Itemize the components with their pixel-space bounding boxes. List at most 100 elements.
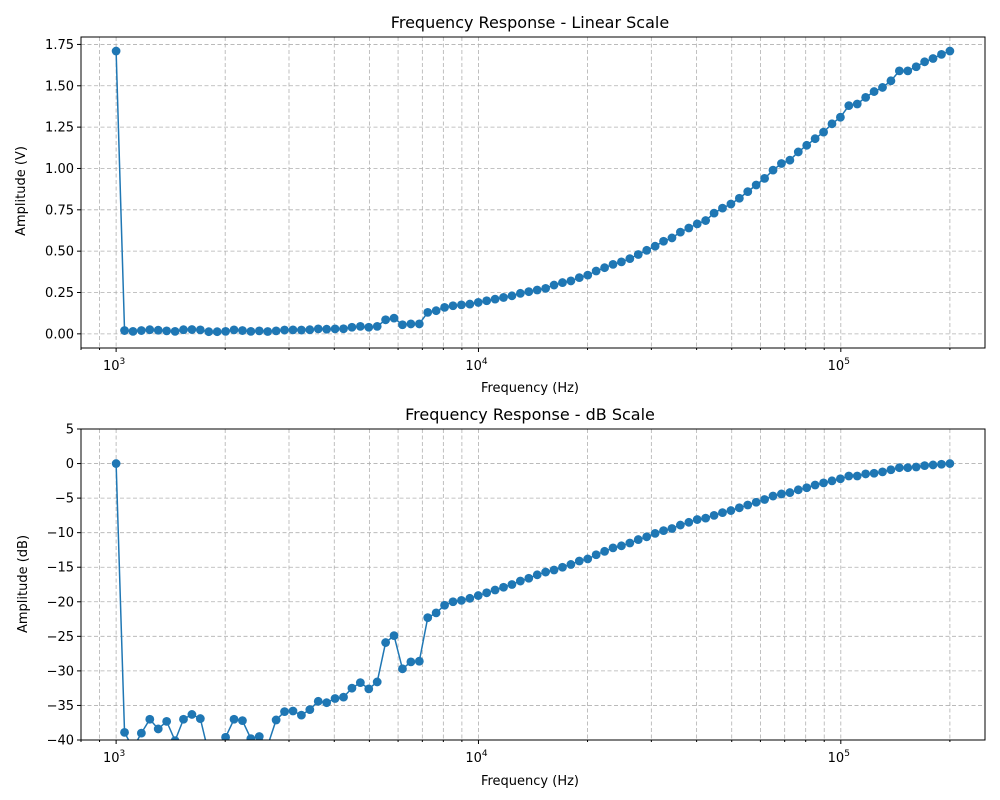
data-point: [372, 677, 382, 687]
data-point: [473, 298, 483, 307]
data-point: [507, 580, 517, 589]
data-point: [381, 315, 391, 325]
data-point: [768, 491, 778, 501]
data-point: [440, 600, 449, 610]
y-tick-label: 0: [66, 457, 74, 472]
data-point: [920, 461, 930, 471]
data-point: [642, 532, 652, 542]
data-point: [246, 326, 256, 336]
data-point: [162, 716, 172, 726]
data-point: [600, 546, 609, 556]
data-point: [827, 119, 837, 129]
data-point: [120, 326, 129, 335]
data-point: [709, 510, 719, 520]
data-point: [136, 326, 146, 335]
data-point: [271, 715, 281, 725]
data-point: [246, 734, 256, 740]
data-point: [751, 180, 761, 190]
data-point: [617, 541, 626, 551]
data-point: [129, 744, 138, 753]
data-point: [566, 560, 576, 569]
data-point: [659, 236, 668, 246]
data-point: [734, 193, 744, 203]
data-point: [195, 325, 205, 335]
data-point: [574, 556, 584, 566]
data-point: [549, 565, 559, 575]
data-point: [852, 471, 862, 481]
data-point: [457, 596, 466, 605]
data-point: [297, 710, 306, 720]
data-point: [625, 538, 635, 548]
data-point: [406, 657, 416, 667]
data-point: [313, 324, 323, 334]
data-point: [591, 266, 601, 276]
data-point: [254, 326, 264, 336]
data-point: [541, 567, 551, 577]
y-tick-label: 1.00: [45, 162, 74, 177]
data-point: [347, 322, 357, 332]
data-point: [810, 134, 820, 144]
data-point: [558, 562, 567, 572]
data-point: [911, 62, 921, 72]
y-tick-label: −10: [47, 526, 74, 541]
data-point: [414, 656, 424, 666]
data-point: [153, 325, 163, 335]
data-point: [398, 320, 407, 330]
data-point: [381, 638, 391, 647]
data-point: [633, 250, 643, 259]
x-axis-label: Frequency (Hz): [481, 381, 579, 396]
data-point: [667, 524, 677, 533]
y-tick-label: 1.25: [45, 121, 74, 136]
data-point: [878, 83, 887, 92]
x-tick-label: 104: [465, 357, 488, 374]
data-point: [869, 87, 879, 96]
data-point: [263, 741, 272, 750]
data-point: [633, 535, 643, 544]
x-tick-label: 103: [103, 357, 125, 374]
data-point: [718, 203, 727, 213]
data-point: [238, 716, 247, 726]
data-point: [861, 92, 871, 102]
data-point: [423, 307, 433, 317]
data-point: [785, 488, 795, 497]
data-point: [928, 460, 938, 470]
data-point: [313, 696, 323, 706]
data-point: [836, 474, 845, 484]
series-line: [115, 462, 950, 740]
data-point: [692, 219, 702, 229]
data-point: [768, 165, 778, 175]
data-point: [347, 683, 357, 693]
data-point: [675, 227, 685, 237]
data-point: [802, 483, 812, 493]
data-point: [785, 155, 795, 165]
data-point: [600, 263, 609, 273]
data-point: [734, 503, 744, 513]
data-point: [120, 728, 129, 737]
data-point: [802, 140, 812, 150]
y-tick-label: 1.75: [45, 38, 74, 53]
y-tick-label: 0.00: [45, 327, 74, 342]
data-point: [364, 322, 374, 332]
data-point: [524, 573, 534, 583]
data-point: [305, 705, 315, 714]
data-point: [213, 749, 222, 758]
data-point: [482, 588, 492, 598]
data-point: [330, 694, 340, 703]
db-scale-chart: Frequency Response - dB Scale Frequency …: [16, 405, 986, 789]
data-point: [751, 497, 761, 507]
data-point: [793, 147, 803, 157]
data-point: [355, 678, 365, 688]
data-point: [583, 554, 593, 564]
data-point: [204, 749, 213, 758]
data-point: [945, 459, 955, 468]
data-point: [903, 463, 913, 473]
data-point: [423, 613, 433, 623]
data-point: [692, 515, 702, 524]
data-point: [355, 322, 365, 331]
data-point: [760, 173, 769, 183]
data-point: [221, 732, 230, 740]
data-point: [499, 293, 508, 302]
data-point: [372, 322, 382, 331]
data-point: [448, 597, 458, 607]
data-point: [844, 101, 854, 111]
